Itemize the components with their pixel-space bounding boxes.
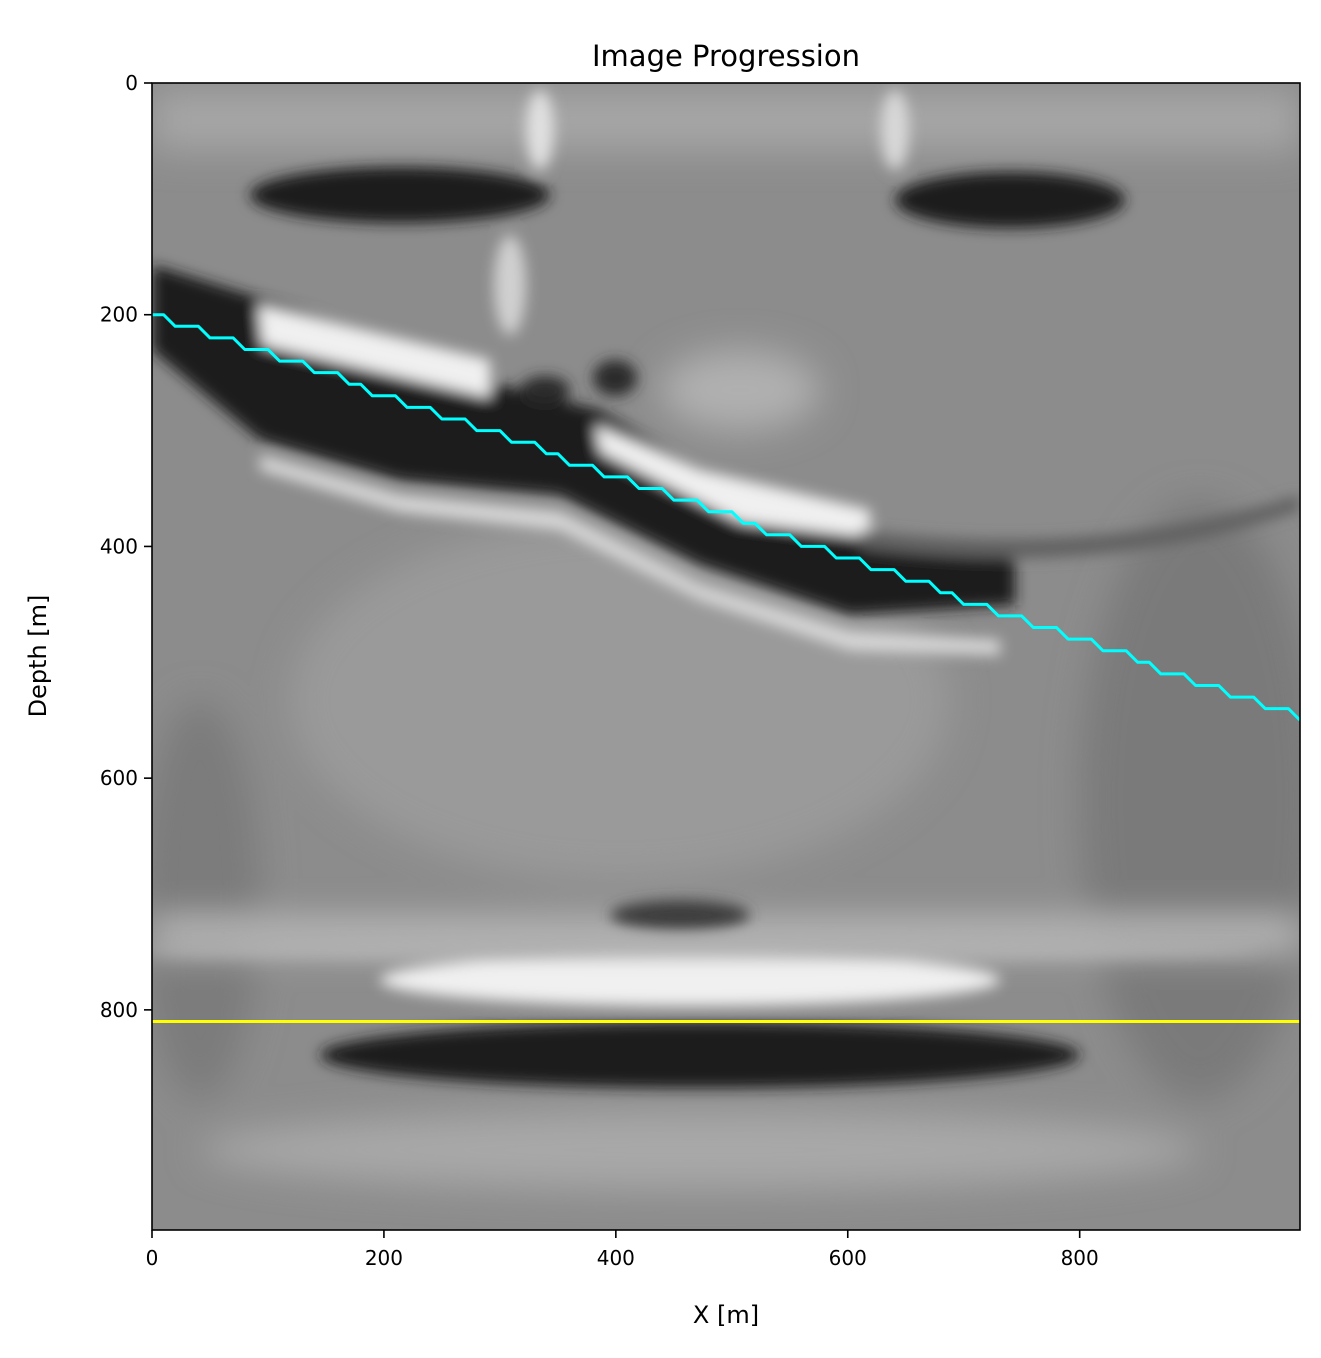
y-tick-label: 800 <box>100 998 138 1022</box>
plot-frame <box>151 82 1301 1231</box>
y-tick-label: 600 <box>100 766 138 790</box>
y-axis: 0 200 400 600 800 <box>100 71 152 1022</box>
x-tick-label: 200 <box>365 1246 403 1270</box>
y-tick-label: 200 <box>100 303 138 327</box>
seismic-image <box>152 83 1300 1230</box>
x-tick-label: 400 <box>597 1246 635 1270</box>
x-tick-label: 800 <box>1061 1246 1099 1270</box>
y-axis-label: Depth [m] <box>24 595 52 718</box>
y-tick-label: 0 <box>125 71 138 95</box>
overlay-lines <box>152 313 1300 1023</box>
chart-title: Image Progression <box>592 39 860 73</box>
x-tick-label: 0 <box>146 1246 159 1270</box>
y-tick-label: 400 <box>100 534 138 558</box>
x-axis-label: X [m] <box>693 1301 759 1329</box>
dipping-interface-line <box>152 313 1300 722</box>
x-tick-label: 600 <box>829 1246 867 1270</box>
x-axis: 0 200 400 600 800 <box>146 1230 1099 1270</box>
